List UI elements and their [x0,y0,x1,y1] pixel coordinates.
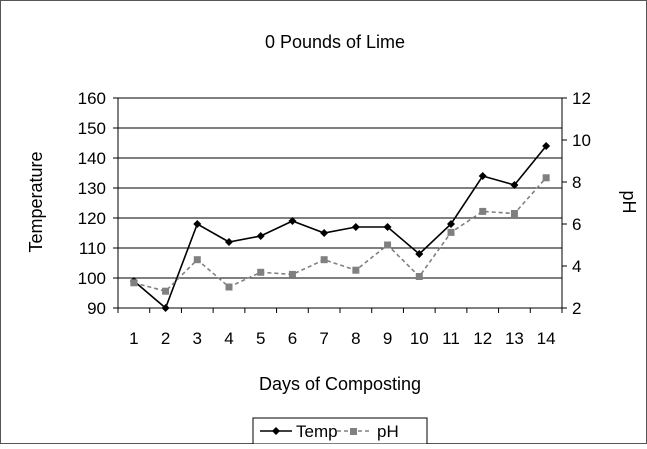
y2-tick-label: 2 [572,299,581,318]
y2-tick-label: 4 [572,257,581,276]
series-group [129,142,551,312]
ph-point [510,210,518,217]
ph-point [225,283,233,291]
series-line-temp [133,145,547,310]
legend-ph-label: pH [377,422,399,441]
x-tick-label: 5 [256,329,265,348]
legend-temp-label: Temp [296,422,338,441]
temp-point [542,142,551,150]
ph-point [415,273,423,280]
y2-axis-label: pH [619,190,639,213]
x-tick-label: 10 [410,329,429,348]
ph-point [257,268,265,276]
x-tick-label: 7 [319,329,328,348]
temp-point [447,220,455,228]
y2-tick-label: 12 [572,89,591,108]
temp-point [478,172,487,180]
y-tick-label: 110 [79,239,106,258]
y2-tick-label: 8 [572,173,581,192]
ph-point [384,241,392,249]
x-tick-label: 12 [473,329,492,348]
legend-ph-marker [350,428,357,435]
y-tick-label: 120 [78,209,106,228]
temp-point [193,220,202,228]
ph-point [447,228,455,236]
x-tick-label: 9 [383,329,392,348]
x-tick-label: 14 [537,329,556,348]
series-line-ph [133,177,547,293]
temp-point [225,238,233,246]
x-tick-label: 3 [193,329,202,348]
temp-point [256,232,265,240]
legend-temp-marker [272,427,280,435]
ph-point [288,270,296,278]
temp-point [161,304,170,312]
temp-point [351,223,360,231]
temp-point [415,250,424,258]
x-tick-label: 8 [351,329,360,348]
ph-point [193,256,201,264]
ph-point [162,287,170,295]
chart-title: 0 Pounds of Lime [265,32,405,52]
y-tick-label: 140 [78,149,106,168]
x-tick-label: 13 [505,329,524,348]
y-axis-label: Temperature [26,151,46,252]
x-axis-label: Days of Composting [259,374,421,394]
x-tick-label: 11 [442,329,460,348]
y-tick-label: 130 [78,179,106,198]
legend: Temp pH [252,417,428,445]
y2-tick-label: 10 [572,131,591,150]
x-tick-label: 1 [129,329,138,348]
ph-point [542,174,550,182]
temp-point [510,181,519,189]
ph-point [352,266,360,274]
y-tick-label: 90 [87,299,106,318]
x-tick-label: 2 [161,329,170,348]
ph-point [479,207,487,215]
y-tick-label: 160 [78,89,106,108]
y-tick-label: 150 [78,119,106,138]
y2-tick-label: 6 [572,215,581,234]
x-tick-label: 4 [224,329,233,348]
ph-point [320,256,328,264]
temp-point [320,229,329,237]
ph-point [130,279,138,287]
x-tick-label: 6 [288,329,297,348]
temp-point [383,223,392,231]
temp-point [288,217,297,225]
y-tick-label: 100 [78,269,106,288]
